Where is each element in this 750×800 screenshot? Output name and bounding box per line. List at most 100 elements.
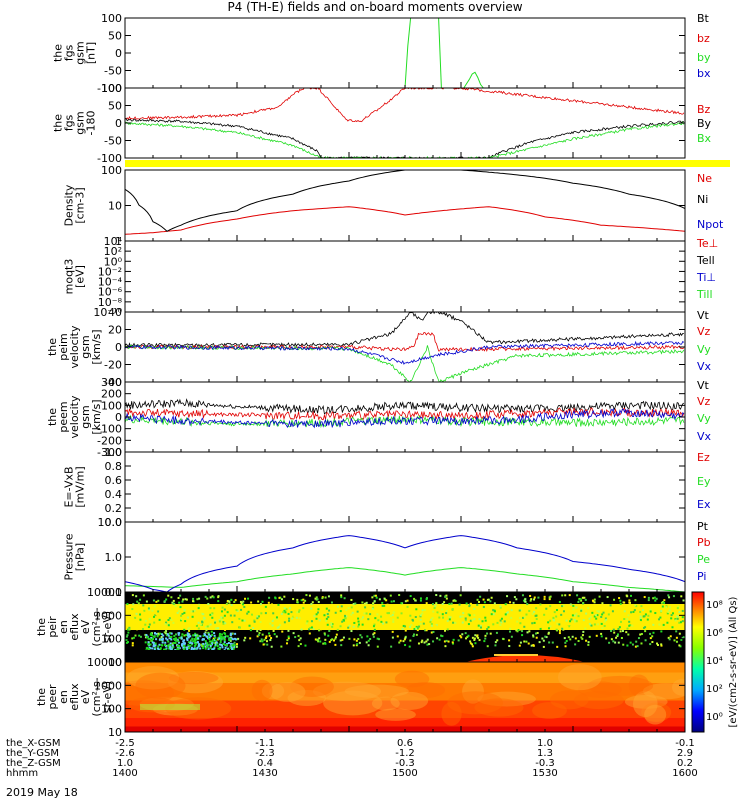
spectrogram-cell (675, 636, 678, 639)
spectrogram-cell (653, 596, 656, 599)
y-axis-label: en (57, 690, 70, 704)
spectrogram-blob (269, 682, 306, 702)
spectrogram-cell (591, 599, 594, 602)
spectrogram-cell (355, 644, 358, 647)
spectrogram-cell (152, 641, 155, 644)
spectrogram-band (125, 662, 685, 673)
spectrogram-cell (183, 609, 186, 612)
spectrogram-cell (650, 615, 653, 618)
spectrogram-cell (439, 594, 442, 597)
spectrogram-cell (635, 619, 638, 622)
spectrogram-cell (218, 643, 221, 646)
spectrogram-cell (334, 605, 337, 608)
spectrogram-cell (283, 621, 286, 624)
spectrogram-cell (478, 639, 481, 642)
spectrogram-cell (222, 622, 225, 625)
spectrogram-blob (642, 683, 685, 700)
y-tick-label: 10000 (87, 656, 122, 669)
spectrogram-cell (341, 620, 344, 623)
spectrogram-blob (549, 690, 589, 710)
spectrogram-cell (350, 606, 353, 609)
spectrogram-cell (391, 630, 394, 633)
spectrogram-cell (170, 596, 173, 599)
spectrogram-cell (667, 636, 670, 639)
spectrogram-cell (196, 641, 199, 644)
spectrogram-cell (268, 632, 271, 635)
spectrogram-cell (476, 635, 479, 638)
y-tick-label: 0.0 (105, 516, 123, 529)
y-axis-label: peir (46, 616, 59, 638)
spectrogram-cell (201, 645, 204, 648)
spectrogram-cell (287, 637, 290, 640)
spectrogram-cell (418, 625, 421, 628)
spectrogram-cell (127, 631, 130, 634)
panel-plot-area (125, 662, 685, 732)
spectrogram-cell (126, 641, 129, 644)
spectrogram-cell (392, 611, 395, 614)
spectrogram-cell (635, 640, 638, 643)
spectrogram-cell (223, 641, 226, 644)
colorbar (691, 591, 705, 733)
spectrogram-cell (371, 607, 374, 610)
spectrogram-cell (214, 639, 217, 642)
spectrogram-cell (585, 612, 588, 615)
spectrogram-cell (144, 623, 147, 626)
spectrogram-cell (595, 617, 598, 620)
spectrogram-cell (668, 609, 671, 612)
spectrogram-cell (127, 620, 130, 623)
spectrogram-cell (276, 626, 279, 629)
spectrogram-cell (236, 610, 239, 613)
spectrogram-cell (148, 623, 151, 626)
spectrogram-cell (164, 641, 167, 644)
spectrogram-cell (516, 619, 519, 622)
spectrogram-cell (640, 632, 643, 635)
spectrogram-cell (152, 599, 155, 602)
y-tick-label: 1.0 (105, 551, 123, 564)
spectrogram-cell (213, 632, 216, 635)
spectrogram-cell (163, 600, 166, 603)
spectrogram-cell (171, 644, 174, 647)
spectrogram-cell (288, 619, 291, 622)
spectrogram-cell (544, 635, 547, 638)
x-value-label: -0.1 (675, 738, 695, 749)
spectrogram-cell (663, 599, 666, 602)
spectrogram-cell (212, 648, 215, 651)
spectrogram-cell (672, 612, 675, 615)
spectrogram-cell (542, 645, 545, 648)
y-axis-label: Density (63, 184, 76, 226)
spectrogram-cell (235, 609, 238, 612)
spectrogram-cell (203, 633, 206, 636)
spectrogram-cell (203, 643, 206, 646)
spectrogram-cell (365, 601, 368, 604)
spectrogram-cell (256, 635, 259, 638)
spectrogram-cell (366, 635, 369, 638)
spectrogram-cell (132, 636, 135, 639)
spectrogram-cell (215, 641, 218, 644)
spectrogram-cell (564, 641, 567, 644)
y-axis-label: Pressure (63, 533, 76, 580)
spectrogram-cell (233, 614, 236, 617)
spectrogram-cell (206, 635, 209, 638)
spectrogram-cell (257, 615, 260, 618)
spectrogram-cell (561, 594, 564, 597)
spectrogram-cell (209, 643, 212, 646)
y-axis-label: eflux (68, 683, 81, 711)
spectrogram-cell (193, 647, 196, 650)
spectrogram-cell (260, 638, 263, 641)
spectrogram-cell (668, 596, 671, 599)
spectrogram-cell (180, 614, 183, 617)
spectrogram-cell (466, 636, 469, 639)
spectrogram-cell (534, 614, 537, 617)
spectrogram-cell (323, 632, 326, 635)
spectrogram-cell (403, 638, 406, 641)
spectrogram-cell (421, 639, 424, 642)
spectrogram-cell (538, 641, 541, 644)
spectrogram-cell (296, 601, 299, 604)
spectrogram-cell (139, 635, 142, 638)
spectrogram-cell (327, 595, 330, 598)
y-axis-label: [nT] (85, 42, 98, 64)
x-value-label: 1530 (532, 768, 557, 779)
spectrogram-cell (373, 600, 376, 603)
spectrogram-cell (204, 611, 207, 614)
spectrogram-cell (229, 642, 232, 645)
